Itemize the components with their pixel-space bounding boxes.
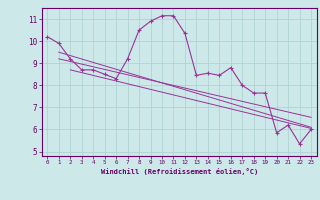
X-axis label: Windchill (Refroidissement éolien,°C): Windchill (Refroidissement éolien,°C): [100, 168, 258, 175]
